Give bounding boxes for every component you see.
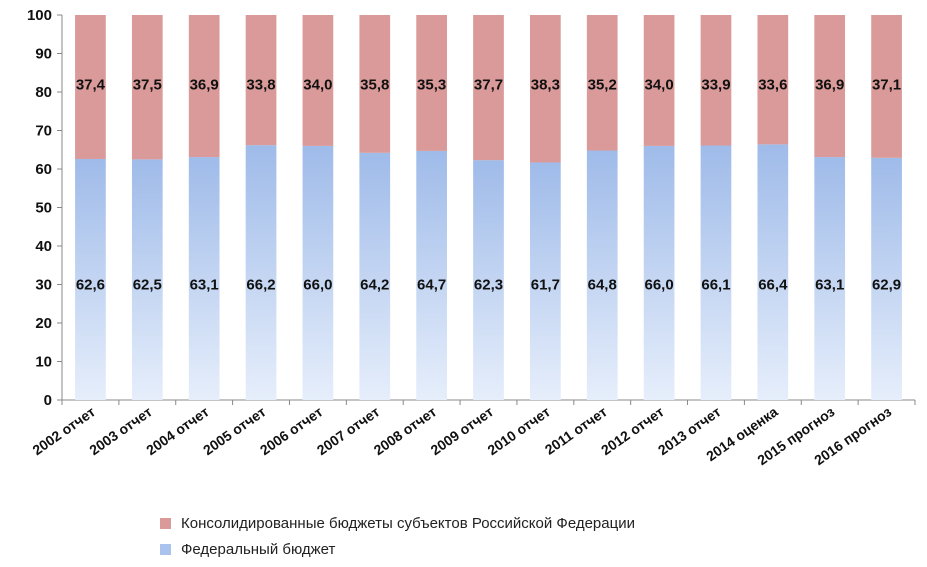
data-label-regional: 35,2 [588, 76, 617, 93]
bar-regional [700, 15, 732, 146]
data-label-federal: 66,4 [758, 277, 788, 294]
bar-regional [530, 15, 561, 163]
data-label-regional: 33,6 [758, 76, 787, 93]
y-tick-label: 30 [35, 277, 52, 294]
y-tick-label: 40 [35, 238, 52, 255]
data-label-federal: 64,2 [360, 277, 389, 294]
legend-label-regional: Консолидированные бюджеты субъектов Росс… [181, 514, 635, 532]
bar-federal [757, 144, 789, 400]
data-label-regional: 36,9 [815, 76, 844, 93]
bar-regional [75, 15, 106, 159]
x-category-label: 2008 отчет [371, 403, 440, 458]
bar-federal [359, 152, 391, 400]
y-tick-label: 20 [35, 315, 52, 332]
y-tick-label: 50 [35, 200, 52, 217]
data-label-regional: 37,7 [474, 76, 503, 93]
data-label-regional: 37,5 [133, 76, 162, 93]
data-label-federal: 62,9 [872, 277, 901, 294]
legend-item-regional: Консолидированные бюджеты субъектов Росс… [160, 512, 635, 534]
y-tick-label: 100 [27, 7, 52, 24]
y-tick-label: 0 [44, 392, 52, 409]
data-label-regional: 35,8 [360, 76, 389, 93]
data-label-federal: 62,6 [76, 277, 105, 294]
data-label-regional: 36,9 [190, 76, 219, 93]
x-category-label: 2002 отчет [29, 403, 98, 458]
x-category-label: 2009 отчет [428, 403, 497, 458]
data-label-federal: 63,1 [190, 277, 219, 294]
bar-federal [75, 158, 106, 400]
legend-swatch-regional [160, 517, 171, 529]
y-tick-label: 90 [35, 46, 52, 63]
bar-regional [473, 15, 504, 161]
legend-item-federal: Федеральный бюджет [160, 538, 635, 560]
x-category-label: 2007 отчет [314, 403, 383, 458]
bar-federal [586, 150, 618, 400]
bar-federal [643, 145, 675, 400]
data-label-regional: 33,8 [246, 76, 275, 93]
bar-regional [131, 15, 163, 160]
bar-regional [245, 15, 277, 146]
y-tick-label: 60 [35, 161, 52, 178]
legend-label-federal: Федеральный бюджет [181, 540, 336, 558]
bar-federal [188, 157, 220, 400]
y-tick-label: 10 [35, 354, 52, 371]
bar-regional [814, 15, 846, 158]
bar-federal [131, 159, 163, 400]
data-label-regional: 34,0 [303, 76, 332, 93]
bars [75, 15, 902, 400]
bar-federal [302, 145, 334, 400]
data-label-federal: 66,1 [701, 277, 730, 294]
data-label-federal: 61,7 [531, 277, 560, 294]
bar-regional [416, 15, 447, 151]
bar-federal [871, 157, 902, 400]
x-category-label: 2006 отчет [257, 403, 326, 458]
bar-federal [473, 160, 504, 400]
data-label-federal: 62,5 [133, 277, 162, 294]
data-label-regional: 34,0 [644, 76, 673, 93]
bar-regional [757, 15, 789, 145]
data-label-federal: 64,8 [588, 277, 617, 294]
x-category-label: 2005 отчет [200, 403, 269, 458]
data-label-federal: 62,3 [474, 277, 503, 294]
bar-regional [188, 15, 220, 158]
legend: Консолидированные бюджеты субъектов Росс… [160, 512, 635, 564]
data-label-federal: 66,0 [644, 277, 673, 294]
bar-federal [700, 145, 732, 400]
bar-regional [871, 15, 902, 158]
bar-federal [245, 145, 277, 400]
data-label-regional: 33,9 [701, 76, 730, 93]
data-label-federal: 66,2 [246, 277, 275, 294]
bar-federal [814, 157, 846, 400]
bar-regional [586, 15, 618, 151]
y-tick-label: 70 [35, 123, 52, 140]
x-category-label: 2012 отчет [598, 403, 667, 458]
data-label-federal: 64,7 [417, 277, 446, 294]
bar-regional [302, 15, 334, 146]
data-label-regional: 38,3 [531, 76, 560, 93]
x-category-label: 2003 отчет [86, 403, 155, 458]
data-label-regional: 37,1 [872, 76, 901, 93]
data-label-federal: 63,1 [815, 277, 844, 294]
bar-regional [359, 15, 391, 153]
legend-swatch-federal [160, 543, 171, 555]
x-category-label: 2011 отчет [542, 403, 610, 457]
x-category-label: 2004 отчет [143, 403, 212, 458]
bar-federal [416, 150, 447, 400]
x-category-label: 2010 отчет [484, 403, 553, 458]
bar-federal [530, 162, 561, 400]
data-label-regional: 35,3 [417, 76, 446, 93]
bar-regional [643, 15, 675, 146]
data-label-federal: 66,0 [303, 277, 332, 294]
data-label-regional: 37,4 [76, 76, 106, 93]
y-tick-label: 80 [35, 84, 52, 101]
